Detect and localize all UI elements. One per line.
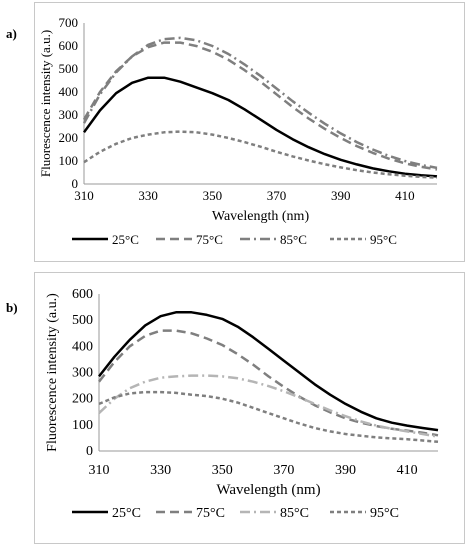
x-tick-label: 310 xyxy=(89,463,110,478)
series-line-75C xyxy=(82,41,438,171)
y-axis-label: Fluorescence intensity (a.u.) xyxy=(38,30,53,177)
x-tick-label: 330 xyxy=(150,463,171,478)
x-tick-label: 390 xyxy=(331,188,351,203)
x-tick-label: 410 xyxy=(397,463,418,478)
series-line-95C xyxy=(83,130,438,179)
y-tick-label: 0 xyxy=(72,176,79,191)
y-tick-label: 0 xyxy=(86,444,93,459)
x-tick-label: 350 xyxy=(212,463,233,478)
y-tick-label: 500 xyxy=(72,313,93,328)
legend-label: 95°C xyxy=(370,232,397,247)
y-tick-label: 100 xyxy=(72,418,93,433)
series-line-95C xyxy=(98,390,439,444)
panel-a-frame xyxy=(34,2,465,262)
y-tick-label: 400 xyxy=(59,84,79,99)
x-tick-label: 410 xyxy=(395,188,415,203)
panel-label-a: a) xyxy=(6,26,17,41)
y-tick-label: 300 xyxy=(59,107,79,122)
x-tick-label: 370 xyxy=(273,463,294,478)
legend-label: 75°C xyxy=(196,506,225,521)
panel-label-b: b) xyxy=(6,300,18,315)
y-tick-label: 700 xyxy=(59,15,79,30)
series-line-85C xyxy=(82,36,438,170)
x-tick-label: 330 xyxy=(138,188,158,203)
y-tick-label: 600 xyxy=(72,287,93,302)
legend-label: 25°C xyxy=(112,232,139,247)
x-axis-label: Wavelength (nm) xyxy=(216,482,320,498)
x-tick-label: 350 xyxy=(203,188,223,203)
series-line-25C xyxy=(82,76,438,178)
y-tick-label: 300 xyxy=(72,366,93,381)
series-line-25C xyxy=(98,311,439,432)
legend-label: 85°C xyxy=(280,506,309,521)
y-tick-label: 100 xyxy=(59,153,79,168)
x-tick-label: 370 xyxy=(267,188,287,203)
x-tick-label: 310 xyxy=(74,188,94,203)
x-axis-label: Wavelength (nm) xyxy=(212,209,310,224)
y-tick-label: 400 xyxy=(72,339,93,354)
x-tick-label: 390 xyxy=(335,463,356,478)
y-tick-label: 500 xyxy=(59,61,79,76)
legend-label: 75°C xyxy=(196,232,223,247)
legend-label: 95°C xyxy=(370,506,399,521)
legend-label: 85°C xyxy=(280,232,307,247)
y-tick-label: 200 xyxy=(72,392,93,407)
series-line-75C xyxy=(98,329,439,437)
y-axis-label: Fluorescence intensity (a.u.) xyxy=(45,293,60,452)
series-line-85C xyxy=(98,374,439,438)
legend-label: 25°C xyxy=(112,506,141,521)
y-tick-label: 600 xyxy=(59,38,79,53)
y-tick-label: 200 xyxy=(59,130,79,145)
